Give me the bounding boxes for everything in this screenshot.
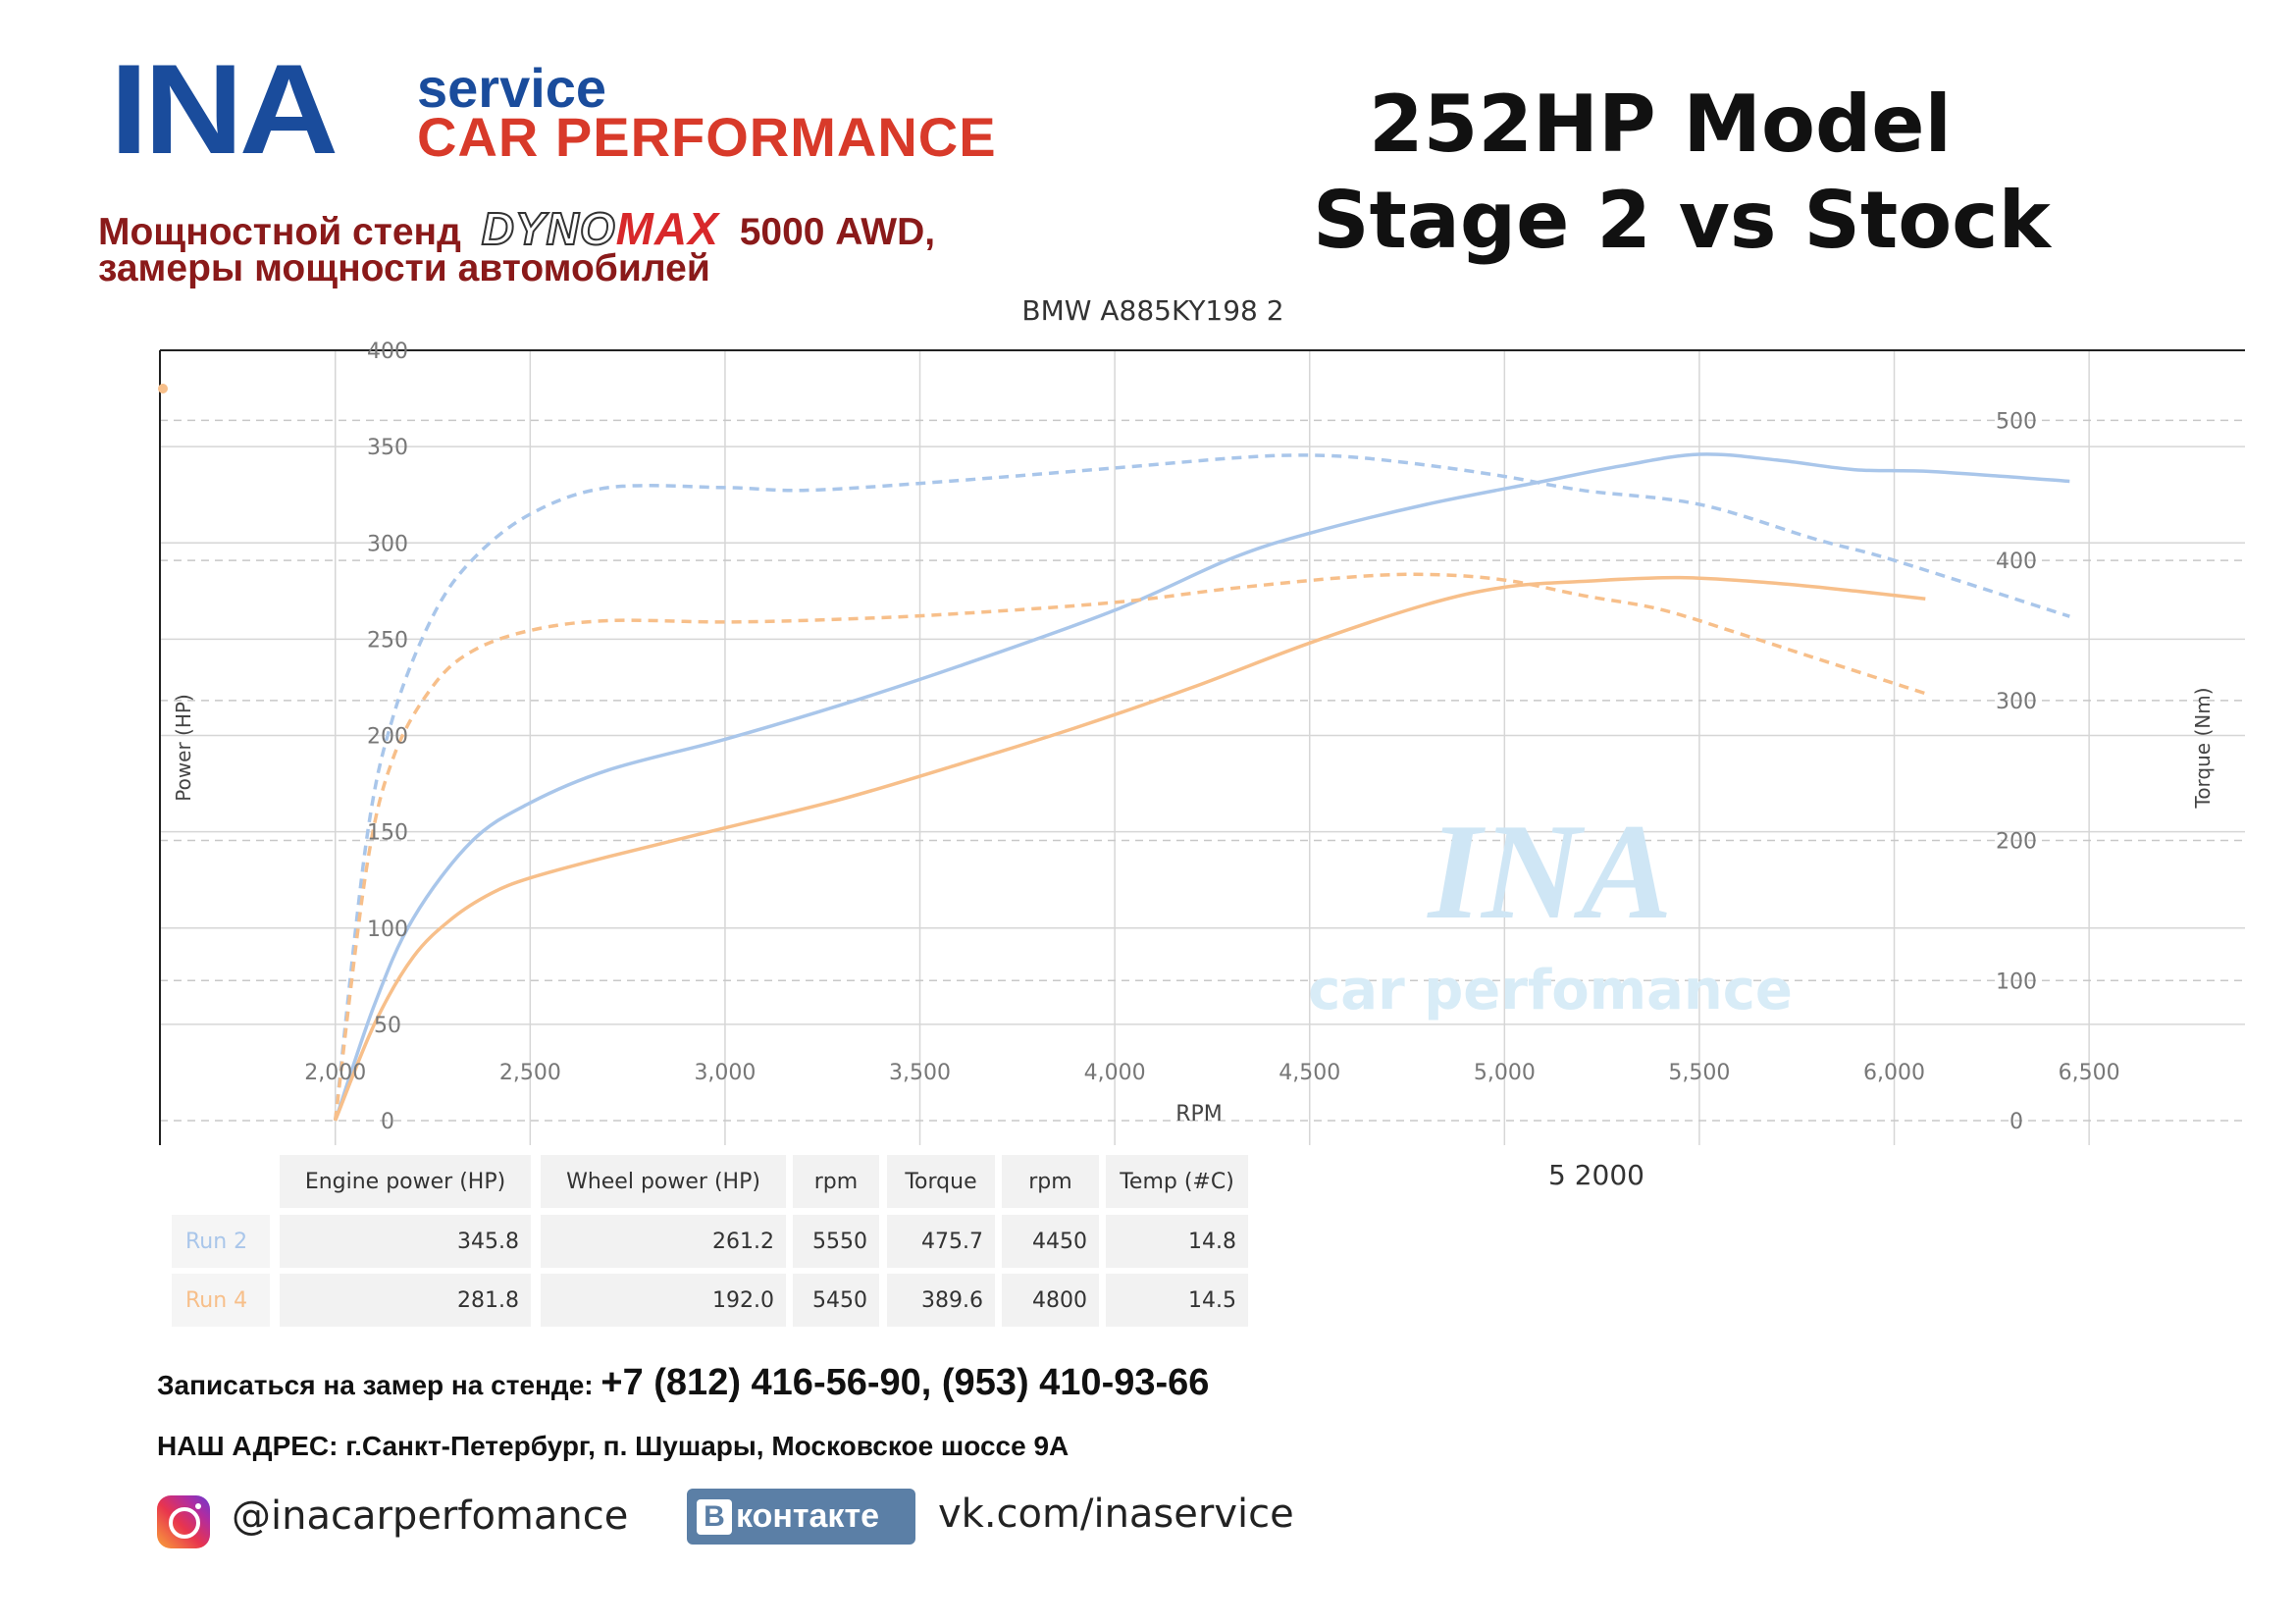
run-2-power-line [334, 452, 2070, 1122]
instagram-icon[interactable] [157, 1495, 210, 1548]
x-tick-label: 5,500 [1668, 1061, 1730, 1085]
run-4-power-line [334, 575, 1926, 1122]
chart-axes [159, 349, 2245, 1145]
y-right-tick-label: 500 [1996, 409, 2037, 434]
y-axis-left-label: Power (HP) [172, 694, 195, 802]
watermark-ina: INA [1427, 796, 1673, 948]
x-tick-label: 4,500 [1278, 1061, 1340, 1085]
x-tick-label: 6,500 [2059, 1061, 2120, 1085]
booking-line: Записаться на замер на стенде: +7 (812) … [157, 1362, 1209, 1404]
stand-description-line1: Мощностной стенд DYNOMAX 5000 AWD, [98, 202, 935, 255]
dynomax-logo: DYNOMAX [481, 202, 719, 255]
x-tick-label: 3,500 [889, 1061, 951, 1085]
y-left-tick-label: 100 [367, 917, 408, 942]
run-2-torque-line [333, 453, 2070, 1122]
y-left-tick-label: 50 [374, 1014, 401, 1038]
x-tick-label: 3,000 [694, 1061, 756, 1085]
x-tick-label: 5,000 [1474, 1061, 1536, 1085]
x-axis-label: RPM [1175, 1102, 1223, 1126]
vk-b-icon: B [697, 1498, 732, 1535]
page-title-line1: 252HP Model [1369, 79, 1952, 170]
y-right-tick-label: 0 [2009, 1110, 2023, 1134]
y-right-tick-label: 200 [1996, 830, 2037, 855]
logo-car-performance-text: CAR PERFORMANCE [417, 106, 997, 168]
y-right-tick-label: 300 [1996, 690, 2037, 714]
chart-title: BMW A885KY198 2 [1021, 294, 1283, 327]
x-tick-label: 2,000 [304, 1061, 366, 1085]
y-right-tick-label: 100 [1996, 969, 2037, 994]
corner-marker [158, 384, 168, 393]
y-left-tick-label: 350 [367, 436, 408, 460]
y-left-tick-label: 200 [367, 725, 408, 750]
y-left-tick-label: 400 [367, 340, 408, 364]
vk-url[interactable]: vk.com/inaservice [938, 1492, 1294, 1537]
chart-series [333, 452, 2070, 1122]
y-left-tick-label: 300 [367, 532, 408, 556]
vkontakte-logo[interactable]: B контакте [687, 1489, 915, 1545]
booking-text: Записаться на замер на стенде: [157, 1370, 594, 1400]
page-title-line2: Stage 2 vs Stock [1313, 175, 2051, 266]
cursor-readout: 5 2000 [1548, 1159, 1644, 1191]
watermark-subtitle: car perfomance [1308, 959, 1793, 1022]
stand-suffix: 5000 AWD, [739, 211, 936, 253]
y-axis-right-label: Torque (Nm) [2191, 687, 2215, 809]
address-line: НАШ АДРЕС: г.Санкт-Петербург, п. Шушары,… [157, 1431, 1070, 1461]
y-left-tick-label: 250 [367, 628, 408, 653]
run-4-torque-line [333, 572, 1926, 1122]
y-left-tick-label: 0 [381, 1110, 394, 1134]
vk-badge-text: контакте [736, 1497, 880, 1535]
instagram-handle[interactable]: @inacarperfomance [232, 1493, 629, 1539]
stand-description-line2: замеры мощности автомобилей [98, 247, 710, 289]
logo-service-text: service [417, 57, 607, 119]
x-tick-label: 2,500 [499, 1061, 561, 1085]
x-tick-label: 4,000 [1084, 1061, 1146, 1085]
chart-grid [160, 349, 2245, 1145]
chart-ticks: 2,000 2,500 3,000 3,500 4,000 4,500 5,000 5,500… [304, 340, 2119, 1134]
phone-numbers[interactable]: +7 (812) 416-56-90, (953) 410-93-66 [600, 1362, 1210, 1403]
chart-watermark: INA car perfomance [1308, 796, 1793, 1022]
y-right-tick-label: 400 [1996, 550, 2037, 574]
x-tick-label: 6,000 [1863, 1061, 1925, 1085]
ina-logo: INA [110, 37, 339, 181]
stand-prefix: Мощностной стенд [98, 211, 461, 253]
y-left-tick-label: 150 [367, 821, 408, 846]
